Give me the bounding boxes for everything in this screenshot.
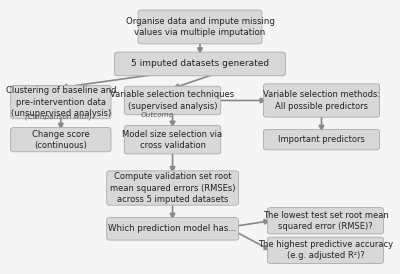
FancyBboxPatch shape — [138, 10, 262, 44]
Text: Variable selection methods:
All possible predictors: Variable selection methods: All possible… — [263, 90, 380, 110]
Text: Outcome: Outcome — [140, 112, 174, 118]
Text: 5 imputed datasets generated: 5 imputed datasets generated — [131, 59, 269, 68]
Text: Compute validation set root
mean squared errors (RMSEs)
across 5 imputed dataset: Compute validation set root mean squared… — [110, 172, 235, 204]
FancyBboxPatch shape — [107, 218, 238, 240]
FancyBboxPatch shape — [11, 85, 111, 119]
Text: Important predictors: Important predictors — [278, 135, 365, 144]
FancyBboxPatch shape — [268, 237, 384, 264]
Text: (Comparison with): (Comparison with) — [26, 114, 92, 121]
Text: Organise data and impute missing
values via multiple imputation: Organise data and impute missing values … — [126, 17, 274, 37]
FancyBboxPatch shape — [264, 130, 380, 150]
Text: Change score
(continuous): Change score (continuous) — [32, 130, 90, 150]
Text: The lowest test set root mean
squared error (RMSE)?: The lowest test set root mean squared er… — [262, 211, 388, 231]
Text: Clustering of baseline and
pre-intervention data
(unsupervised analysis): Clustering of baseline and pre-intervent… — [6, 87, 116, 118]
FancyBboxPatch shape — [268, 208, 384, 234]
Text: The highest predictive accuracy
(e.g. adjusted R²)?: The highest predictive accuracy (e.g. ad… — [258, 240, 393, 260]
Text: Model size selection via
cross validation: Model size selection via cross validatio… — [122, 130, 223, 150]
FancyBboxPatch shape — [114, 52, 286, 76]
FancyBboxPatch shape — [107, 171, 238, 205]
FancyBboxPatch shape — [124, 86, 221, 115]
FancyBboxPatch shape — [11, 128, 111, 152]
FancyBboxPatch shape — [264, 84, 380, 117]
Text: Which prediction model has...: Which prediction model has... — [108, 224, 237, 233]
Text: Variable selection techniques
(supervised analysis): Variable selection techniques (supervise… — [110, 90, 235, 110]
FancyBboxPatch shape — [124, 125, 221, 154]
